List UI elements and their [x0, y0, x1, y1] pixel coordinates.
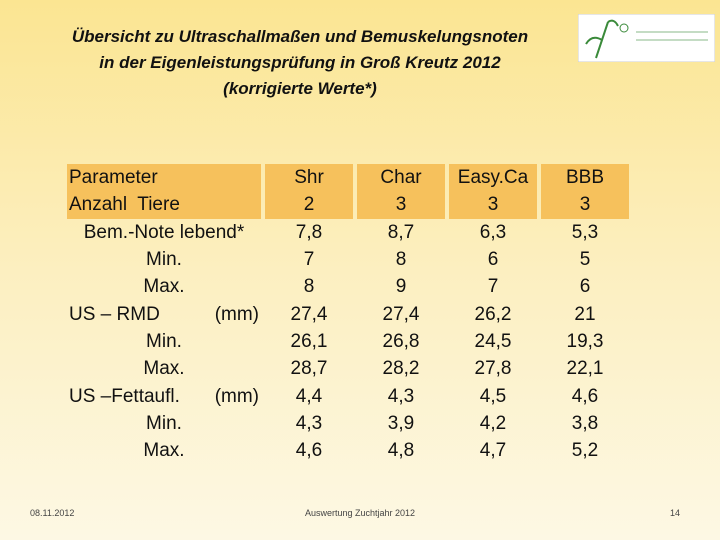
table-row: Parameter Shr Char Easy.Ca BBB	[67, 164, 629, 192]
row-label: Bem.-Note lebend*	[67, 219, 261, 246]
label-text: Parameter	[69, 167, 158, 189]
label-text: Anzahl Tiere	[69, 194, 180, 216]
cell: 7	[303, 249, 315, 271]
row-label: Max.	[67, 273, 261, 300]
cell: 27,4	[290, 303, 328, 325]
table-row: Min. 7 8 6 5	[67, 246, 629, 273]
title-line: Übersicht zu Ultraschallmaßen und Bemusk…	[71, 27, 529, 46]
cell: 26,8	[382, 330, 420, 352]
label-text: US –Fettaufl.	[69, 385, 180, 407]
cell: 2	[265, 191, 353, 219]
footer-text: Auswertung Zuchtjahr 2012	[304, 508, 416, 518]
table-row: Max. 28,7 28,2 27,8 22,1	[67, 355, 629, 382]
cell: 7,8	[295, 221, 323, 243]
table-row: Min. 26,1 26,8 24,5 19,3	[67, 328, 629, 355]
unit-text: (mm)	[214, 303, 259, 325]
cell: 7	[487, 276, 499, 298]
cell: 4,7	[479, 440, 507, 462]
data-table: Parameter Shr Char Easy.Ca BBB Anzahl Tiere 2 3…	[63, 164, 633, 464]
cell: 5,3	[571, 221, 599, 243]
row-label: Min.	[67, 410, 261, 437]
label-wrap: US –Fettaufl. (mm)	[69, 383, 259, 410]
table-row: Max. 4,6 4,8 4,7 5,2	[67, 437, 629, 464]
label-text: Max.	[143, 440, 185, 462]
cell: 28,7	[290, 358, 328, 380]
row-label: Max.	[67, 437, 261, 464]
logo	[578, 14, 715, 62]
cell: 8	[303, 276, 315, 298]
column-header: Easy.Ca	[449, 164, 537, 192]
table-row: US –Fettaufl. (mm) 4,4 4,3 4,5 4,6	[67, 382, 629, 409]
row-label: US – RMD (mm)	[67, 300, 261, 327]
row-label: Parameter	[67, 164, 261, 192]
cell: 26,1	[290, 330, 328, 352]
page-number: 14	[670, 508, 681, 518]
cell: 4,3	[295, 412, 323, 434]
cell: 4,3	[387, 385, 415, 407]
label-text: Max.	[143, 276, 185, 298]
table-row: Min. 4,3 3,9 4,2 3,8	[67, 410, 629, 437]
cell: 22,1	[566, 358, 604, 380]
cell: 6,3	[479, 221, 507, 243]
label-text: US – RMD	[69, 303, 160, 325]
row-label: Min.	[67, 328, 261, 355]
cell: 24,5	[474, 330, 512, 352]
table-row: Max. 8 9 7 6	[67, 273, 629, 300]
cell: 21	[574, 303, 596, 325]
column-header: Shr	[265, 164, 353, 192]
cell: 4,8	[387, 440, 415, 462]
column-header: Char	[357, 164, 445, 192]
cell: 3	[541, 191, 629, 219]
cell: 28,2	[382, 358, 420, 380]
title-line: in der Eigenleistungsprüfung in Groß Kre…	[99, 53, 501, 72]
cell: 26,2	[474, 303, 512, 325]
column-header: BBB	[541, 164, 629, 192]
title-line: (korrigierte Werte*)	[223, 79, 377, 98]
cell: 6	[579, 276, 591, 298]
label-text: Min.	[146, 412, 182, 434]
label-text: Bem.-Note lebend*	[83, 221, 245, 243]
table-row: Anzahl Tiere 2 3 3 3	[67, 191, 629, 219]
cell: 3	[357, 191, 445, 219]
label-text: Max.	[143, 358, 185, 380]
label-wrap: US – RMD (mm)	[69, 301, 259, 328]
row-label: US –Fettaufl. (mm)	[67, 382, 261, 409]
cell: 8,7	[387, 221, 415, 243]
unit-text: (mm)	[214, 385, 259, 407]
cell: 3,8	[571, 412, 599, 434]
cell: 4,5	[479, 385, 507, 407]
table-row: Bem.-Note lebend* 7,8 8,7 6,3 5,3	[67, 219, 629, 246]
cell: 8	[395, 249, 407, 271]
cell: 6	[487, 249, 499, 271]
row-label: Min.	[67, 246, 261, 273]
cell: 5,2	[571, 440, 599, 462]
row-label: Anzahl Tiere	[67, 191, 261, 219]
cell: 4,4	[295, 385, 323, 407]
table-row: US – RMD (mm) 27,4 27,4 26,2 21	[67, 300, 629, 327]
cell: 5	[579, 249, 591, 271]
cell: 9	[395, 276, 407, 298]
cell: 27,8	[474, 358, 512, 380]
row-label: Max.	[67, 355, 261, 382]
cell: 3	[449, 191, 537, 219]
cell: 3,9	[387, 412, 415, 434]
cell: 4,6	[571, 385, 599, 407]
cell: 4,6	[295, 440, 323, 462]
label-text: Min.	[146, 330, 182, 352]
cell: 4,2	[479, 412, 507, 434]
footer-date: 08.11.2012	[30, 508, 75, 518]
label-text: Min.	[146, 249, 182, 271]
cell: 27,4	[382, 303, 420, 325]
cell: 19,3	[566, 330, 604, 352]
